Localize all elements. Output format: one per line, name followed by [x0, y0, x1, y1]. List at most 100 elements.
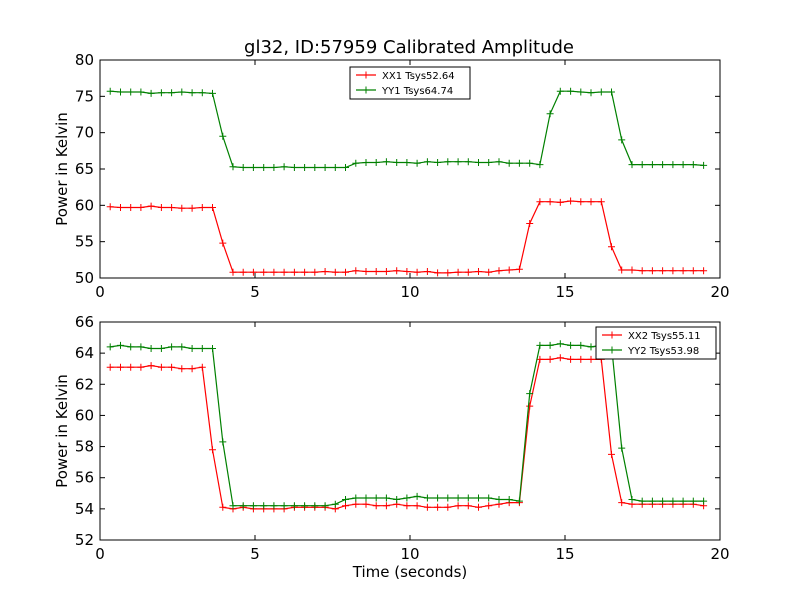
- bottom-series-2-point: [505, 496, 513, 503]
- top-series-1-point: [198, 204, 206, 211]
- top-series-2-point: [444, 158, 452, 166]
- bottom-series-2-point: [147, 345, 155, 352]
- top-series-1-point: [597, 198, 605, 206]
- top-series-1: [106, 197, 708, 277]
- bottom-series-1-point: [362, 500, 370, 508]
- top-series-1-point: [423, 268, 431, 275]
- bottom-series-2-point: [342, 496, 349, 503]
- bottom-series-1-point: [464, 502, 472, 510]
- top-y-tick-label: 75: [75, 87, 94, 105]
- bottom-y-tick-label: 66: [75, 313, 94, 331]
- bottom-series-1-point: [178, 365, 186, 373]
- bottom-series-2-point: [689, 497, 697, 505]
- bottom-legend: XX2 Tsys55.11 YY2 Tsys53.98: [595, 326, 717, 360]
- bottom-series-1-point: [352, 500, 360, 508]
- bottom-series-2-point: [403, 494, 411, 502]
- bottom-series-2-point: [485, 494, 493, 502]
- top-series-2-point: [352, 159, 360, 167]
- bottom-series-2-point: [229, 502, 237, 510]
- top-series-2-point: [434, 159, 442, 166]
- top-series-2-point: [260, 164, 268, 171]
- bottom-series-2-point: [331, 500, 339, 508]
- top-series-2-point: [342, 164, 349, 171]
- top-x-tick-label: 5: [250, 283, 260, 301]
- top-legend-label-2: YY1 Tsys64.74: [381, 86, 453, 97]
- top-series-2-point: [689, 161, 697, 169]
- top-series-1-point: [372, 268, 380, 275]
- bottom-series-2-point: [301, 502, 309, 510]
- bottom-series-2-point: [659, 497, 667, 505]
- bottom-series-1-point: [106, 363, 114, 371]
- top-series-1-point: [117, 204, 124, 211]
- top-series-1-point: [280, 268, 288, 276]
- top-series-1-point: [127, 204, 135, 211]
- bottom-panel: 0 5 10 15 20 52 54 56 58 60 62 64 66 Power in Kelvin T…: [53, 313, 730, 581]
- bottom-y-tick-label: 62: [75, 375, 94, 393]
- top-series-1-point: [659, 267, 667, 275]
- bottom-legend-box: [595, 326, 717, 360]
- bottom-series-2-point: [638, 497, 646, 505]
- bottom-series-1-point: [526, 402, 534, 410]
- top-series-2-point: [372, 159, 380, 166]
- chart-title: gl32, ID:57959 Calibrated Amplitude: [244, 37, 574, 58]
- bottom-series-2-point: [464, 494, 472, 502]
- bottom-series-1-point: [188, 365, 196, 373]
- bottom-series-2-point: [587, 343, 595, 351]
- bottom-series-2-point: [362, 494, 370, 502]
- bottom-y-tick-label: 64: [75, 344, 94, 362]
- top-series-1-point: [393, 267, 401, 275]
- bottom-series-2-point: [434, 494, 442, 502]
- top-y-tick-label: 50: [75, 269, 94, 287]
- bottom-series-2-point: [270, 502, 278, 510]
- bottom-series-2-point: [628, 496, 636, 503]
- top-series-1-point: [700, 267, 708, 275]
- top-y-tick-label: 70: [75, 124, 94, 142]
- top-series-1-point: [168, 204, 176, 211]
- top-series-2-point: [249, 164, 257, 171]
- top-series-1-point: [311, 268, 319, 276]
- top-series-1-point: [301, 268, 309, 276]
- bottom-series-2-point: [178, 343, 186, 351]
- top-series-2-point: [290, 164, 298, 171]
- bottom-series-2-point: [546, 341, 554, 349]
- top-series-2-point: [536, 161, 544, 169]
- bottom-y-tick-label: 58: [75, 438, 94, 456]
- top-series-1-point: [434, 269, 442, 277]
- top-series-2-point: [178, 88, 186, 96]
- top-series-2-point: [362, 159, 370, 166]
- bottom-series-2-point: [536, 341, 544, 349]
- top-series-1-point: [342, 268, 349, 276]
- bottom-series-1-point: [117, 363, 124, 371]
- top-series-2-point: [382, 158, 390, 166]
- bottom-series-2-point: [423, 494, 431, 502]
- top-series-1-point: [147, 202, 155, 210]
- bottom-series-1-point: [147, 362, 155, 370]
- bottom-series-1-point: [587, 355, 595, 363]
- top-series-1-point: [454, 268, 462, 276]
- top-series-1-point: [219, 239, 227, 247]
- bottom-series-2-point: [352, 494, 360, 502]
- top-series-1-point: [505, 266, 513, 274]
- top-x-tick-label: 20: [710, 283, 729, 301]
- bottom-series-1-point: [219, 503, 227, 511]
- bottom-series-2-point: [444, 494, 452, 502]
- bottom-series-1-point: [454, 502, 462, 510]
- top-series-1-point: [669, 267, 677, 275]
- top-series-1-point: [526, 220, 534, 227]
- bottom-series-1-point: [342, 502, 349, 510]
- top-series-2-point: [137, 88, 145, 96]
- top-series-1-point: [188, 204, 196, 212]
- top-series-2-point: [608, 88, 615, 96]
- top-series-1-point: [567, 197, 575, 205]
- bottom-series-2-point: [669, 497, 677, 505]
- top-series-1-point: [546, 198, 554, 206]
- top-y-tick-label: 55: [75, 233, 94, 251]
- top-series-1-point: [352, 267, 360, 275]
- bottom-series-1-point: [546, 355, 554, 363]
- top-series-2-point: [495, 158, 503, 166]
- bottom-x-tick-label: 5: [250, 545, 260, 563]
- bottom-series-1-point: [556, 354, 564, 362]
- bottom-x-tick-label: 0: [95, 545, 105, 563]
- bottom-legend-marker-2: [608, 346, 616, 354]
- bottom-series-2-point: [679, 497, 687, 505]
